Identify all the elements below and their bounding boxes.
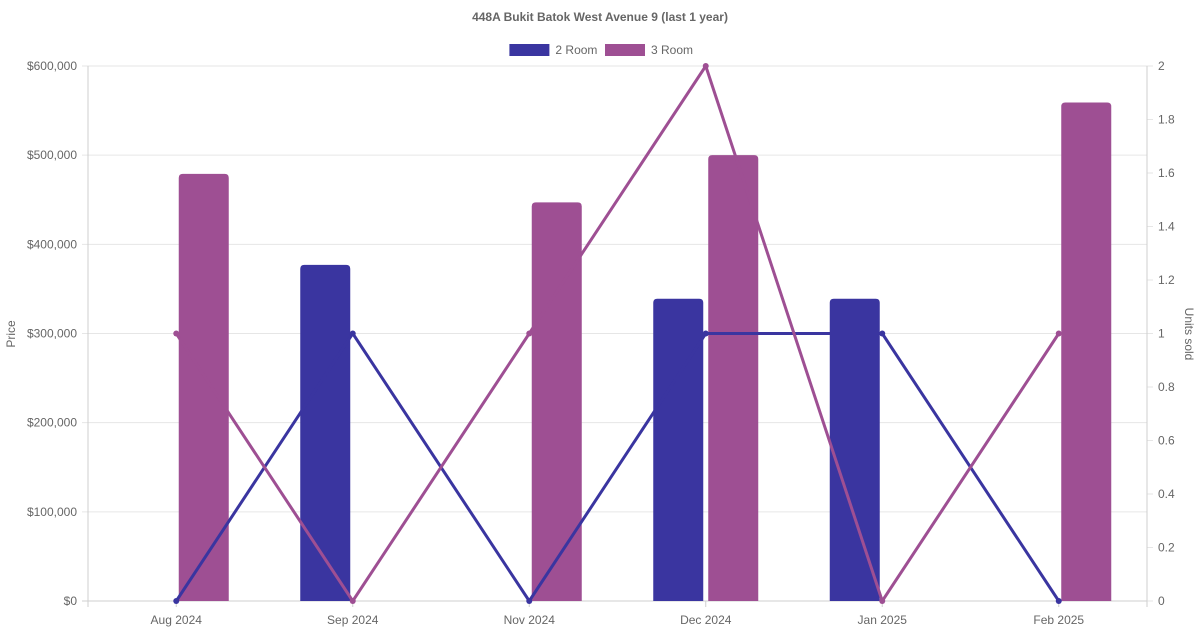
y2-tick-label: 0.2 (1158, 541, 1175, 555)
y2-tick-label: 1 (1158, 327, 1165, 341)
bar-3-room[interactable] (531, 202, 582, 602)
y-tick-label: $400,000 (27, 237, 77, 251)
legend-swatch (605, 44, 645, 56)
line-2-room[interactable] (174, 332, 1061, 603)
y2-tick-label: 1.6 (1158, 166, 1175, 180)
y2-tick-label: 1.8 (1158, 113, 1175, 127)
y2-tick-label: 2 (1158, 59, 1165, 73)
y-tick-label: $300,000 (27, 327, 77, 341)
x-tick-label: Jan 2025 (858, 613, 908, 627)
x-tick-label: Feb 2025 (1033, 613, 1084, 627)
y2-tick-label: 1.2 (1158, 273, 1175, 287)
y-tick-label: $200,000 (27, 416, 77, 430)
y2-tick-label: 0 (1158, 594, 1165, 608)
line-point[interactable] (702, 330, 709, 337)
chart-title: 448A Bukit Batok West Avenue 9 (last 1 y… (472, 10, 728, 24)
y2-tick-label: 1.4 (1158, 220, 1175, 234)
y-tick-label: $600,000 (27, 59, 77, 73)
bar-2-room[interactable] (300, 264, 351, 601)
line-3-room[interactable] (174, 64, 1061, 603)
line-point[interactable] (173, 330, 180, 337)
legend-item[interactable]: 3 Room (605, 43, 693, 57)
y-axis-title: Price (4, 320, 18, 348)
line-point[interactable] (879, 330, 886, 337)
line-point[interactable] (349, 598, 356, 604)
x-tick-label: Aug 2024 (151, 613, 203, 627)
line-point[interactable] (1055, 330, 1062, 337)
y-tick-label: $500,000 (27, 148, 77, 162)
legend-swatch (509, 44, 550, 56)
x-tick-label: Sep 2024 (327, 613, 379, 627)
x-tick-label: Nov 2024 (504, 613, 556, 627)
x-tick-label: Dec 2024 (680, 613, 732, 627)
bar-2-room[interactable] (653, 298, 704, 601)
bar-3-room[interactable] (708, 155, 759, 601)
legend-item[interactable]: 2 Room (509, 43, 597, 57)
line-series-layer (173, 63, 1062, 604)
y2-tick-label: 0.4 (1158, 487, 1175, 501)
y-tick-label: $0 (64, 594, 78, 608)
y-tick-label: $100,000 (27, 505, 77, 519)
y2-axis-title: Units sold (1182, 308, 1196, 361)
bar-2-room[interactable] (829, 298, 880, 601)
legend[interactable]: 2 Room 3 Room (509, 43, 693, 57)
legend-label: 2 Room (555, 43, 597, 57)
bar-series-layer (178, 102, 1112, 602)
bar-3-room[interactable] (178, 173, 229, 601)
line-point[interactable] (526, 598, 533, 604)
y2-tick-label: 0.8 (1158, 380, 1175, 394)
y2-tick-label: 0.6 (1158, 434, 1175, 448)
line-point[interactable] (173, 598, 180, 604)
grid (82, 65, 1153, 607)
line-point[interactable] (1055, 598, 1062, 604)
line-point[interactable] (702, 63, 709, 69)
line-point[interactable] (349, 330, 356, 337)
line-point[interactable] (879, 598, 886, 604)
axes: $0 $100,000 $200,000 $300,000 $400,000 $500,0… (27, 59, 1175, 627)
line-point[interactable] (526, 330, 533, 337)
legend-label: 3 Room (651, 43, 693, 57)
bar-3-room[interactable] (1061, 102, 1112, 601)
